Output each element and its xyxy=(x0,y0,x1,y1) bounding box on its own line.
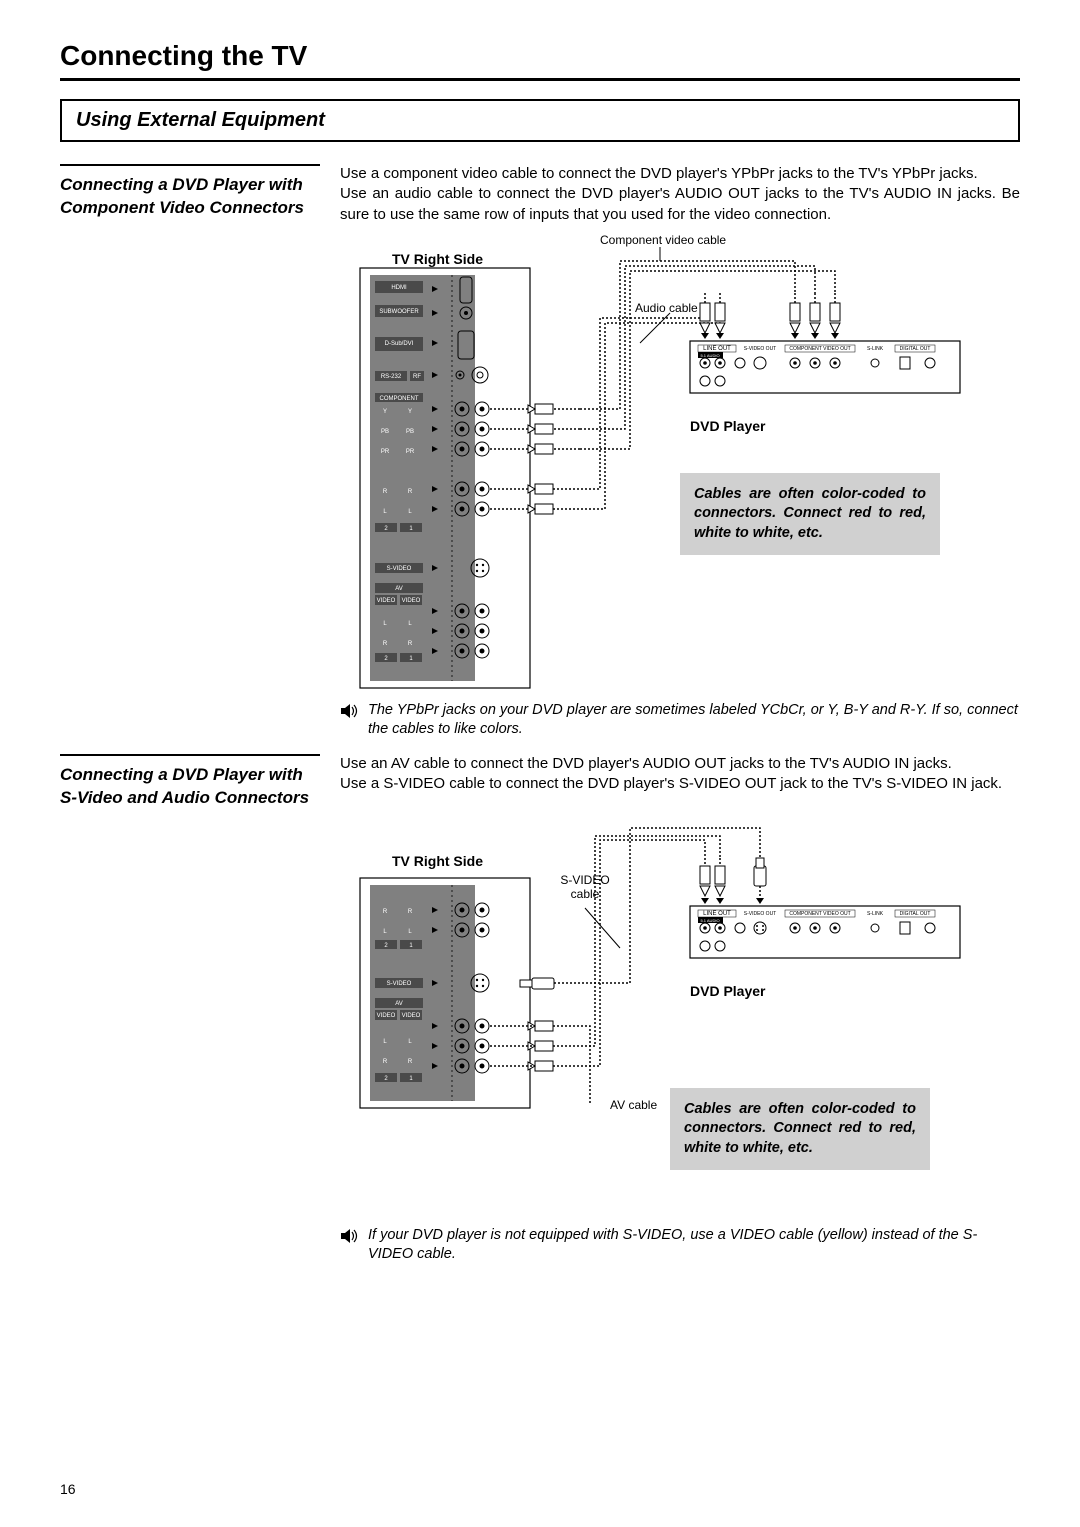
section-2-heading: Connecting a DVD Player with S-Video and… xyxy=(60,754,320,810)
dvd-player-label-2: DVD Player xyxy=(690,983,765,999)
svg-text:5.1 AUDIO: 5.1 AUDIO xyxy=(700,918,719,923)
section-1-heading: Connecting a DVD Player with Component V… xyxy=(60,164,320,220)
note-1: The YPbPr jacks on your DVD player are s… xyxy=(340,701,1020,740)
svg-text:S-LINK: S-LINK xyxy=(867,346,884,352)
speaker-icon xyxy=(340,703,360,719)
section-2-diagram: TV Right Side S-VIDEO cable DVD Player A… xyxy=(340,818,1020,1218)
av-cable-label: AV cable xyxy=(610,1098,657,1112)
section-1-diagram: Component video cable TV Right Side Audi… xyxy=(340,233,1020,693)
svg-text:LINE OUT: LINE OUT xyxy=(703,911,731,917)
svg-text:R: R xyxy=(408,641,413,647)
note-1-text: The YPbPr jacks on your DVD player are s… xyxy=(368,701,1020,740)
svg-text:Y: Y xyxy=(408,409,412,415)
svg-text:R: R xyxy=(408,489,413,495)
svg-text:PR: PR xyxy=(406,449,415,455)
svg-text:LINE OUT: LINE OUT xyxy=(703,346,731,352)
svg-text:S-VIDEO OUT: S-VIDEO OUT xyxy=(744,911,777,917)
svg-text:PR: PR xyxy=(381,449,390,455)
tip-box-2: Cables are often color-coded to connecto… xyxy=(670,1088,930,1171)
svg-text:AV: AV xyxy=(395,586,403,592)
note-2-text: If your DVD player is not equipped with … xyxy=(368,1226,1020,1265)
svg-text:SUBWOOFER: SUBWOOFER xyxy=(379,309,419,315)
tv-right-side-label: TV Right Side xyxy=(392,251,483,267)
svg-text:PB: PB xyxy=(381,429,389,435)
svg-text:R: R xyxy=(383,1059,388,1065)
svg-text:COMPONENT VIDEO OUT: COMPONENT VIDEO OUT xyxy=(789,346,850,352)
svg-text:DIGITAL OUT: DIGITAL OUT xyxy=(900,911,931,917)
section-2-p2: Use a S-VIDEO cable to connect the DVD p… xyxy=(340,774,1020,794)
svg-text:R: R xyxy=(408,909,413,915)
section-header: Using External Equipment xyxy=(60,99,1020,142)
speaker-icon xyxy=(340,1228,360,1244)
svg-text:S-VIDEO: S-VIDEO xyxy=(387,981,412,987)
svg-text:PB: PB xyxy=(406,429,414,435)
svg-text:R: R xyxy=(383,641,388,647)
svg-text:R: R xyxy=(383,489,388,495)
page-title: Connecting the TV xyxy=(60,40,1020,81)
svg-text:RS-232: RS-232 xyxy=(381,374,402,380)
section-2-intro: Connecting a DVD Player with S-Video and… xyxy=(60,754,1020,810)
page-number: 16 xyxy=(60,1481,76,1497)
svg-text:VIDEO: VIDEO xyxy=(377,598,396,604)
section-1-body: Use a component video cable to connect t… xyxy=(340,164,1020,225)
svg-text:AV: AV xyxy=(395,1001,403,1007)
dvd-player-label-1: DVD Player xyxy=(690,418,765,434)
section-1-p1: Use a component video cable to connect t… xyxy=(340,164,1020,184)
svideo-cable-label: S-VIDEO cable xyxy=(555,873,615,901)
svg-text:S-LINK: S-LINK xyxy=(867,911,884,917)
svg-text:Y: Y xyxy=(383,409,387,415)
note-2: If your DVD player is not equipped with … xyxy=(340,1226,1020,1265)
audio-cable-label: Audio cable xyxy=(635,301,698,315)
section-1-intro: Connecting a DVD Player with Component V… xyxy=(60,164,1020,225)
section-2-body: Use an AV cable to connect the DVD playe… xyxy=(340,754,1020,810)
tip-box-1: Cables are often color-coded to connecto… xyxy=(680,473,940,556)
tv-right-side-label-2: TV Right Side xyxy=(392,853,483,869)
svg-text:COMPONENT VIDEO OUT: COMPONENT VIDEO OUT xyxy=(789,911,850,917)
svg-text:5.1 AUDIO: 5.1 AUDIO xyxy=(700,353,719,358)
svg-text:VIDEO: VIDEO xyxy=(402,598,421,604)
svg-text:S-VIDEO OUT: S-VIDEO OUT xyxy=(744,346,777,352)
svg-text:R: R xyxy=(383,909,388,915)
svg-text:RF: RF xyxy=(413,374,421,380)
comp-cable-label: Component video cable xyxy=(600,233,726,247)
svg-text:COMPONENT: COMPONENT xyxy=(380,396,419,402)
svg-text:R: R xyxy=(408,1059,413,1065)
svg-text:S-VIDEO: S-VIDEO xyxy=(387,566,412,572)
section-2-p1: Use an AV cable to connect the DVD playe… xyxy=(340,754,1020,774)
svg-text:HDMI: HDMI xyxy=(391,285,407,291)
svg-text:DIGITAL OUT: DIGITAL OUT xyxy=(900,346,931,352)
svg-text:D-Sub/DVI: D-Sub/DVI xyxy=(385,341,414,347)
svg-text:VIDEO: VIDEO xyxy=(402,1013,421,1019)
svg-text:VIDEO: VIDEO xyxy=(377,1013,396,1019)
section-1-p2: Use an audio cable to connect the DVD pl… xyxy=(340,184,1020,225)
